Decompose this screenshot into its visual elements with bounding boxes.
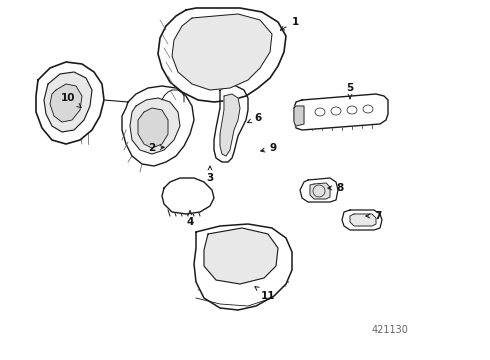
Polygon shape	[162, 178, 214, 214]
Text: 421130: 421130	[371, 325, 409, 335]
Polygon shape	[138, 108, 168, 148]
Text: 9: 9	[261, 143, 276, 153]
Polygon shape	[44, 72, 92, 132]
Polygon shape	[36, 62, 104, 144]
Polygon shape	[300, 178, 338, 202]
Text: 11: 11	[255, 287, 275, 301]
Polygon shape	[122, 86, 194, 166]
Polygon shape	[310, 183, 330, 199]
Polygon shape	[294, 106, 304, 126]
Text: 8: 8	[328, 183, 343, 193]
Text: 5: 5	[346, 83, 354, 99]
Text: 10: 10	[61, 93, 81, 107]
Polygon shape	[294, 94, 388, 130]
Polygon shape	[194, 224, 292, 310]
Polygon shape	[130, 98, 180, 154]
Text: 1: 1	[280, 17, 298, 30]
Text: 2: 2	[148, 143, 164, 153]
Polygon shape	[214, 86, 248, 162]
Polygon shape	[204, 228, 278, 284]
Polygon shape	[350, 214, 376, 226]
Polygon shape	[158, 8, 286, 102]
Text: 3: 3	[206, 166, 214, 183]
Polygon shape	[342, 210, 382, 230]
Text: 7: 7	[366, 211, 382, 221]
Polygon shape	[50, 84, 82, 122]
Polygon shape	[172, 14, 272, 90]
Text: 6: 6	[247, 113, 262, 123]
Text: 4: 4	[186, 211, 194, 227]
Polygon shape	[220, 94, 240, 156]
